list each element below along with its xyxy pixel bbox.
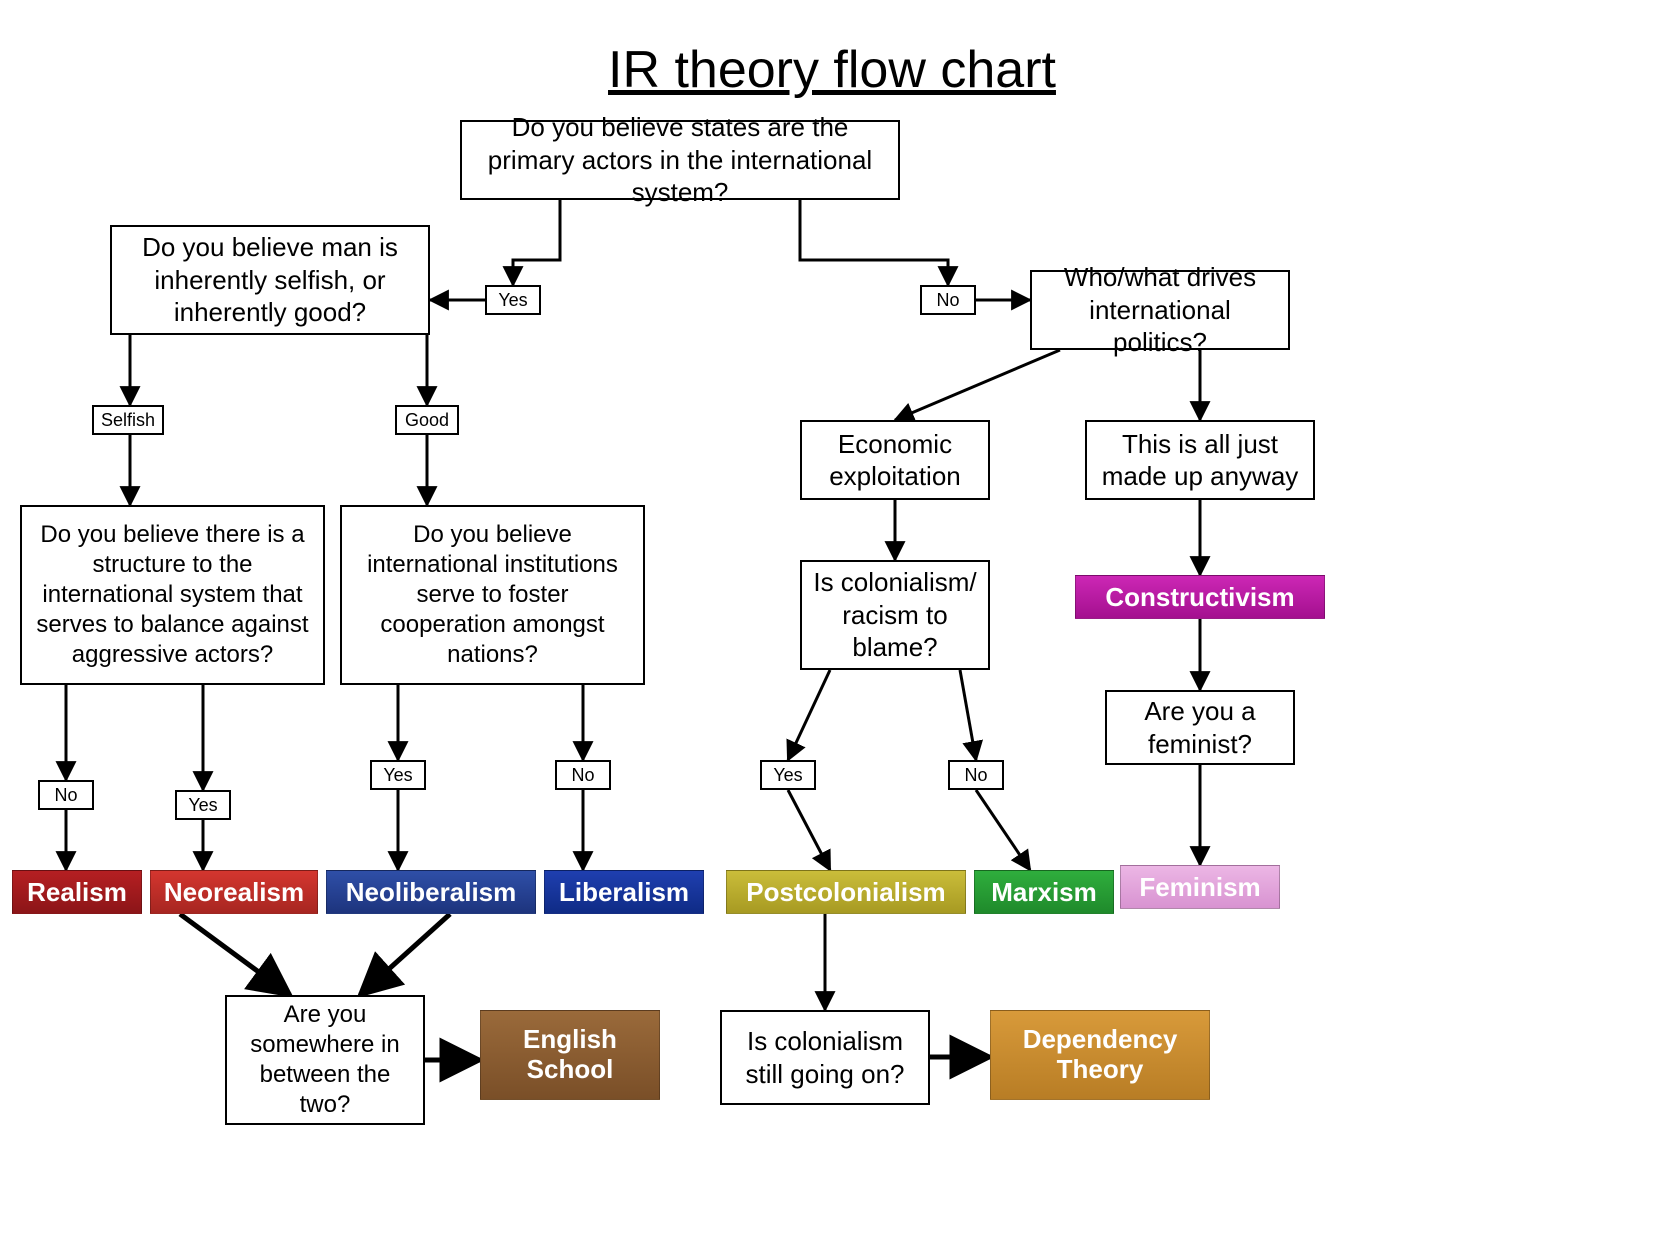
box-q_selfish: Do you believe man is inherently selfish…	[110, 225, 430, 335]
page-title: IR theory flow chart	[482, 40, 1182, 100]
result-neorealism: Neorealism	[150, 870, 318, 914]
flowchart-stage: IR theory flow chart Do you believe stat…	[0, 0, 1670, 1236]
box-good: Good	[395, 405, 459, 435]
result-feminism: Feminism	[1120, 865, 1280, 909]
box-q_stillcol: Is colonialism still going on?	[720, 1010, 930, 1105]
result-constructivism: Constructivism	[1075, 575, 1325, 619]
result-english: English School	[480, 1010, 660, 1100]
box-no_struct: No	[38, 780, 94, 810]
box-q_drives: Who/what drives international politics?	[1030, 270, 1290, 350]
box-q_states: Do you believe states are the primary ac…	[460, 120, 900, 200]
edge	[960, 670, 976, 760]
result-neoliberalism: Neoliberalism	[326, 870, 536, 914]
box-q_colonial: Is colonialism/ racism to blame?	[800, 560, 990, 670]
box-no_inst: No	[555, 760, 611, 790]
result-realism: Realism	[12, 870, 142, 914]
box-yes_inst: Yes	[370, 760, 426, 790]
box-q_inst: Do you believe international institution…	[340, 505, 645, 685]
box-q_structure: Do you believe there is a structure to t…	[20, 505, 325, 685]
result-liberalism: Liberalism	[544, 870, 704, 914]
result-postcolonialism: Postcolonialism	[726, 870, 966, 914]
box-econ: Economic exploitation	[800, 420, 990, 500]
edge	[360, 914, 450, 995]
edge	[513, 200, 560, 285]
box-yes_states: Yes	[485, 285, 541, 315]
box-madeup: This is all just made up anyway	[1085, 420, 1315, 500]
box-no_states: No	[920, 285, 976, 315]
box-q_between: Are you somewhere in between the two?	[225, 995, 425, 1125]
box-no_col: No	[948, 760, 1004, 790]
result-dependency: Dependency Theory	[990, 1010, 1210, 1100]
edge	[976, 790, 1030, 870]
box-selfish: Selfish	[92, 405, 164, 435]
result-marxism: Marxism	[974, 870, 1114, 914]
box-yes_col: Yes	[760, 760, 816, 790]
box-q_fem: Are you a feminist?	[1105, 690, 1295, 765]
edge	[180, 914, 290, 995]
edge	[788, 670, 830, 760]
edge	[788, 790, 830, 870]
box-yes_struct: Yes	[175, 790, 231, 820]
edge	[895, 350, 1060, 420]
edge	[800, 200, 948, 285]
